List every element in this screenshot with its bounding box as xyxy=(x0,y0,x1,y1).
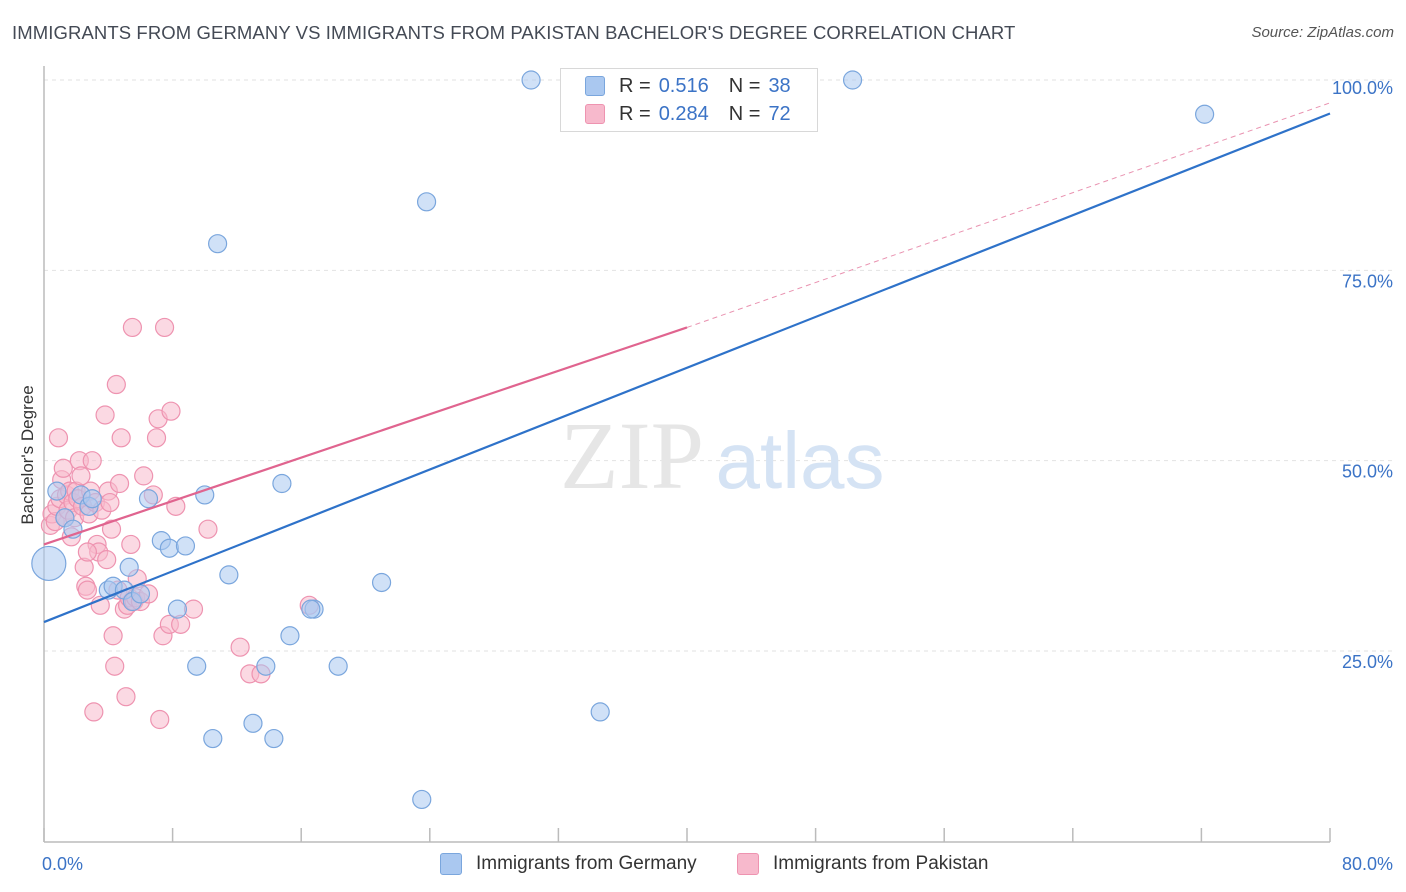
germany-point xyxy=(82,489,102,509)
pakistan-point xyxy=(161,401,181,421)
pakistan-point xyxy=(146,428,167,448)
germany-point xyxy=(416,192,437,212)
bottom-legend-pakistan: Immigrants from Pakistan xyxy=(737,851,988,877)
gridlines xyxy=(44,79,1392,652)
pakistan-trend-line xyxy=(43,326,688,546)
chart-title: IMMIGRANTS FROM GERMANY VS IMMIGRANTS FR… xyxy=(12,22,1016,43)
pakistan-point xyxy=(183,599,204,619)
germany-point xyxy=(208,234,228,254)
germany-point xyxy=(412,789,432,810)
watermark-atlas: atlas xyxy=(716,416,885,505)
germany-point xyxy=(219,565,239,585)
germany-point xyxy=(138,489,159,509)
pakistan-point xyxy=(154,317,175,338)
stats-legend: R = 0.516 N = 38 R = 0.284 N = 72 xyxy=(560,68,818,132)
germany-point xyxy=(328,656,348,676)
germany-point xyxy=(842,70,863,90)
pakistan-point xyxy=(100,492,120,513)
germany-point xyxy=(159,538,179,558)
pakistan-n-label: N = xyxy=(728,102,761,125)
pakistan-point xyxy=(103,626,123,646)
pakistan-point xyxy=(77,580,98,600)
source-label: Source: ZipAtlas.com xyxy=(1251,24,1394,41)
germany-point xyxy=(243,713,263,733)
germany-r-label: R = xyxy=(619,74,651,97)
germany-legend-label: Immigrants from Germany xyxy=(476,853,697,874)
pakistan-point xyxy=(150,709,170,730)
pakistan-point xyxy=(101,519,122,539)
x-tick-label-max: 80.0% xyxy=(1342,854,1393,874)
watermark-zip: ZIP xyxy=(560,402,704,509)
germany-trend-line xyxy=(43,112,1331,624)
pakistan-n-value: 72 xyxy=(768,102,791,125)
legend-row-germany: R = 0.516 N = 38 xyxy=(585,73,791,99)
pakistan-point xyxy=(95,405,115,425)
pakistan-point xyxy=(121,534,141,555)
legend-row-pakistan: R = 0.284 N = 72 xyxy=(585,101,791,127)
germany-point xyxy=(31,545,67,582)
pakistan-trend-extension xyxy=(686,102,1331,328)
germany-point xyxy=(590,702,610,722)
pakistan-points xyxy=(40,317,319,730)
pakistan-point xyxy=(106,374,126,395)
trend-lines xyxy=(43,102,1331,624)
germany-point xyxy=(280,626,300,646)
germany-r-value: 0.516 xyxy=(658,74,709,97)
pakistan-point xyxy=(71,466,91,486)
germany-n-value: 38 xyxy=(768,74,791,97)
y-tick-label: 100.0% xyxy=(1332,78,1393,98)
bottom-legend-germany: Immigrants from Germany xyxy=(440,851,697,877)
pakistan-swatch xyxy=(585,104,605,124)
germany-point xyxy=(256,656,276,676)
germany-point xyxy=(119,557,139,577)
pakistan-point xyxy=(116,687,136,707)
y-tick-label: 25.0% xyxy=(1342,652,1393,672)
pakistan-point xyxy=(82,451,102,471)
y-tick-label: 50.0% xyxy=(1342,462,1393,482)
watermark: ZIP atlas xyxy=(560,402,884,509)
pakistan-point xyxy=(109,473,130,494)
pakistan-point xyxy=(134,466,154,486)
pakistan-point xyxy=(198,519,218,539)
germany-point xyxy=(264,728,284,749)
pakistan-legend-swatch xyxy=(737,853,759,875)
pakistan-point xyxy=(97,550,117,570)
axes xyxy=(43,66,1331,843)
pakistan-point xyxy=(111,428,131,448)
germany-legend-swatch xyxy=(440,853,462,875)
germany-point xyxy=(167,599,188,619)
pakistan-r-value: 0.284 xyxy=(658,102,709,125)
x-tick-label-min: 0.0% xyxy=(42,854,83,874)
germany-swatch xyxy=(585,76,605,96)
tick-labels: 25.0% 50.0% 75.0% 100.0% 0.0% 80.0% xyxy=(42,78,1393,874)
germany-points xyxy=(31,70,1215,810)
pakistan-point xyxy=(84,702,104,722)
pakistan-point xyxy=(230,637,250,657)
germany-point xyxy=(521,70,541,90)
pakistan-r-label: R = xyxy=(619,102,651,125)
germany-point xyxy=(195,485,215,505)
pakistan-legend-label: Immigrants from Pakistan xyxy=(773,853,989,874)
pakistan-point xyxy=(48,428,69,448)
germany-point xyxy=(47,481,67,501)
pakistan-point xyxy=(77,542,98,562)
germany-point xyxy=(1195,104,1215,124)
germany-point xyxy=(371,572,392,593)
germany-point xyxy=(175,536,196,556)
pakistan-point xyxy=(53,458,73,478)
germany-point xyxy=(187,656,207,676)
pakistan-point xyxy=(105,656,125,676)
y-tick-label: 75.0% xyxy=(1342,271,1393,291)
germany-point xyxy=(272,473,292,494)
pakistan-point xyxy=(122,317,143,338)
germany-point xyxy=(203,728,223,749)
germany-point xyxy=(301,599,321,619)
germany-n-label: N = xyxy=(728,74,761,97)
